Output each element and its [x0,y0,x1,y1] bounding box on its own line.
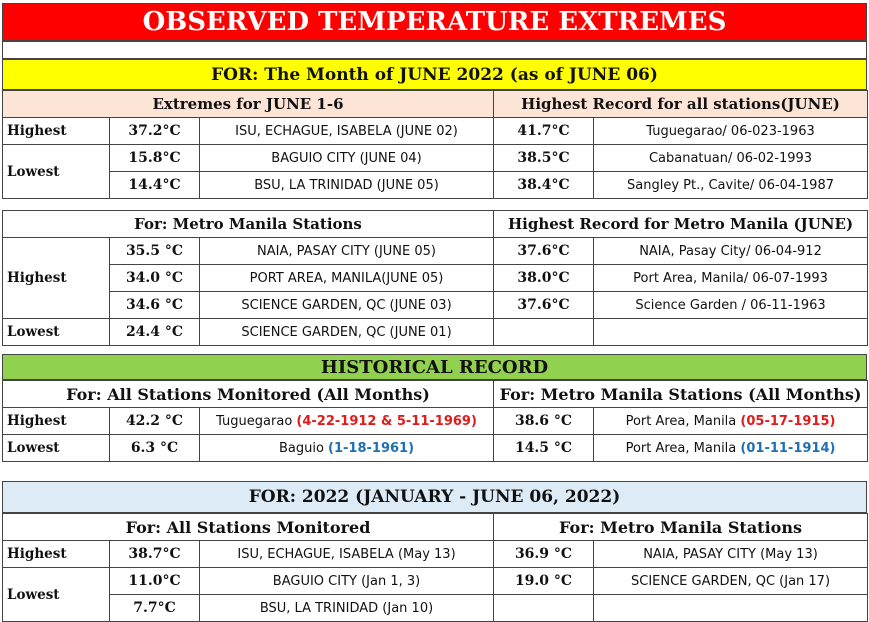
station-name: PORT AREA, MANILA(JUNE 05) [198,264,495,292]
record-value: 41.7°C [493,117,594,145]
station-name: ISU, ECHAGUE, ISABELA (JUNE 02) [199,117,494,145]
station-text: Tuguegarao [216,413,293,429]
temp-value: 34.0 °C [109,264,200,292]
historical-header: HISTORICAL RECORD [2,354,867,380]
record-station [592,594,869,622]
station-name: Tuguegarao (4-22-1912 & 5-11-1969) [198,407,495,435]
temp-value: 42.2 °C [109,407,200,435]
row-label: Highest [2,540,110,568]
row-label: Lowest [2,434,110,462]
record-station: Port Area, Manila (05-17-1915) [593,407,869,435]
year-table: For: All Stations Monitored For: Metro M… [2,513,869,622]
station-text: Port Area, Manila [625,440,737,456]
record-station: Tuguegarao/ 06-023-1963 [593,117,868,145]
row-label: Lowest [2,144,110,199]
temp-value: 24.4 °C [109,318,200,346]
year-left-header: For: All Stations Monitored [2,513,494,541]
record-value: 38.4°C [493,171,594,199]
record-station: Port Area, Manila/ 06-07-1993 [593,264,869,292]
temp-value: 15.8°C [109,144,200,172]
temp-value: 14.4°C [109,171,200,199]
row-label: Lowest [2,318,110,346]
record-station: SCIENCE GARDEN, QC (Jan 17) [592,567,869,595]
record-value: 38.6 °C [493,407,595,435]
record-value: 14.5 °C [493,434,595,462]
record-date: (4-22-1912 & 5-11-1969) [296,413,477,429]
temp-value: 6.3 °C [109,434,200,462]
record-value: 36.9 °C [493,540,594,568]
record-value [493,318,595,346]
station-name: Baguio (1-18-1961) [198,434,495,462]
metro-manila-table: For: Metro Manila Stations Highest Recor… [1,210,869,346]
record-date: (01-11-1914) [740,440,836,456]
record-station: Port Area, Manila (01-11-1914) [593,434,869,462]
record-station: Sangley Pt., Cavite/ 06-04-1987 [593,171,868,199]
station-name: ISU, ECHAGUE, ISABELA (May 13) [199,540,494,568]
record-value: 37.6°C [493,291,595,319]
record-station: NAIA, Pasay City/ 06-04-912 [593,237,869,265]
record-value: 38.0°C [493,264,595,292]
record-station [593,318,869,346]
record-value [493,594,594,622]
station-name: BAGUIO CITY (JUNE 04) [199,144,494,172]
row-label: Highest [2,407,110,435]
row-label: Highest [2,237,110,319]
station-name: SCIENCE GARDEN, QC (JUNE 01) [198,318,495,346]
main-title: OBSERVED TEMPERATURE EXTREMES [2,3,867,41]
record-station: Science Garden / 06-11-1963 [593,291,869,319]
record-value: 37.6°C [493,237,595,265]
metro-left-header: For: Metro Manila Stations [1,210,495,238]
temp-value: 38.7°C [109,540,200,568]
station-name: NAIA, PASAY CITY (JUNE 05) [198,237,495,265]
historical-right-header: For: Metro Manila Stations (All Months) [493,380,869,408]
station-name: SCIENCE GARDEN, QC (JUNE 03) [198,291,495,319]
station-text: Port Area, Manila [625,413,737,429]
temp-value: 35.5 °C [109,237,200,265]
temp-value: 34.6 °C [109,291,200,319]
june-right-header: Highest Record for all stations(JUNE) [493,90,868,118]
historical-table: For: All Stations Monitored (All Months)… [1,380,869,462]
record-station: Cabanatuan/ 06-02-1993 [593,144,868,172]
june-period-header: FOR: The Month of JUNE 2022 (as of JUNE … [2,59,867,90]
record-station: NAIA, PASAY CITY (May 13) [592,540,869,568]
metro-right-header: Highest Record for Metro Manila (JUNE) [493,210,869,238]
historical-left-header: For: All Stations Monitored (All Months) [1,380,495,408]
temp-value: 7.7°C [109,594,200,622]
record-date: (05-17-1915) [740,413,836,429]
spacer-row [2,41,867,59]
year-right-header: For: Metro Manila Stations [492,513,869,541]
row-label: Lowest [2,567,110,622]
station-name: BAGUIO CITY (Jan 1, 3) [199,567,494,595]
temp-value: 11.0°C [109,567,200,595]
record-value: 38.5°C [493,144,594,172]
june-extremes-table: Extremes for JUNE 1-6 Highest Record for… [2,90,868,199]
record-value: 19.0 °C [493,567,594,595]
station-text: Baguio [278,440,324,456]
station-name: BSU, LA TRINIDAD (JUNE 05) [199,171,494,199]
row-label: Highest [2,117,110,145]
june-left-header: Extremes for JUNE 1-6 [2,90,494,118]
year-header: FOR: 2022 (JANUARY - JUNE 06, 2022) [2,481,867,513]
temp-value: 37.2°C [109,117,200,145]
station-name: BSU, LA TRINIDAD (Jan 10) [199,594,494,622]
record-date: (1-18-1961) [328,440,415,456]
